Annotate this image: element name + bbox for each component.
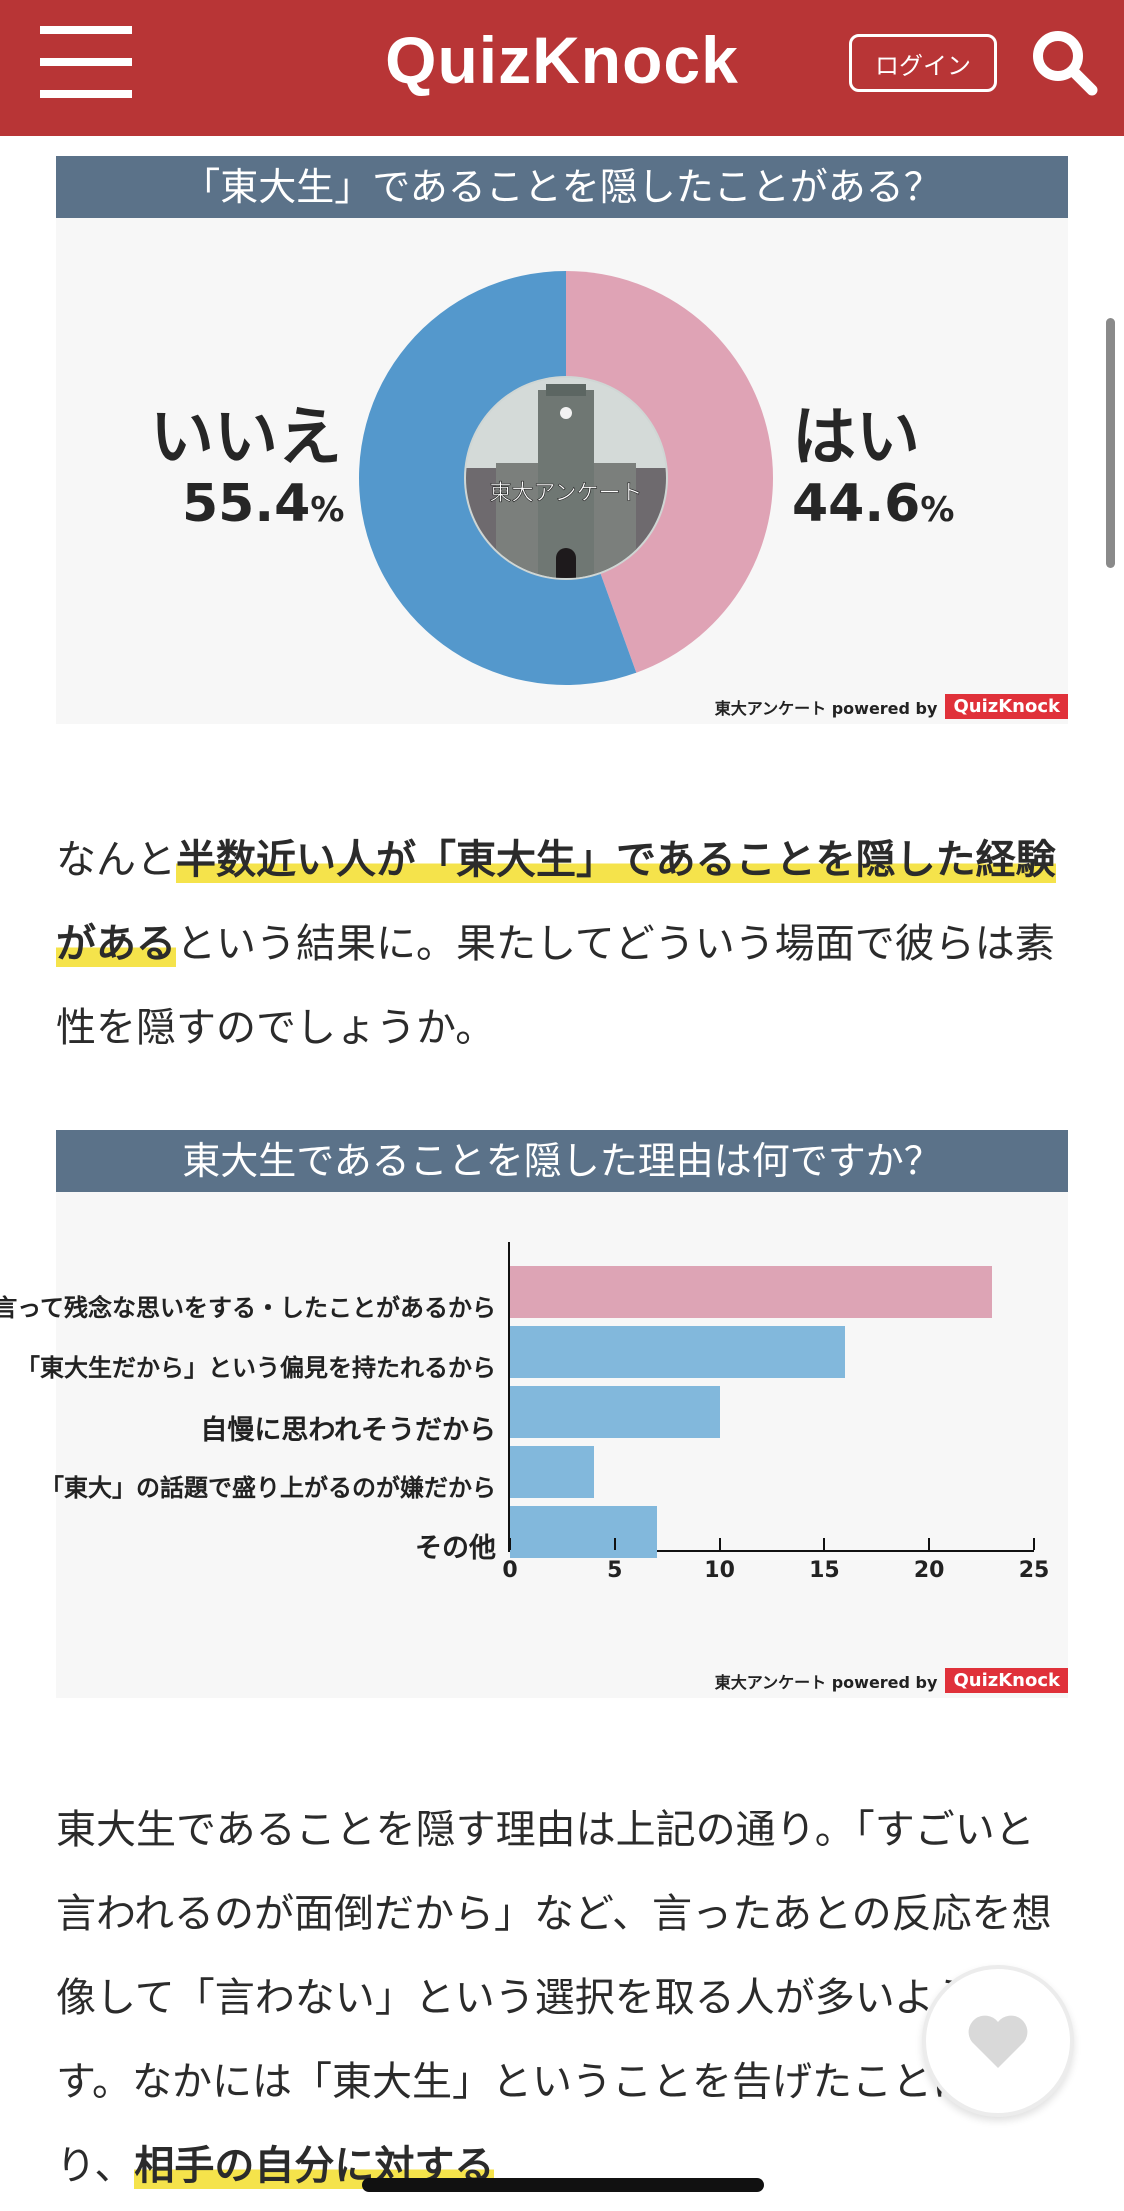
bar-label: 「東大生だから」という偏見を持たれるから bbox=[16, 1354, 496, 1382]
y-axis-line bbox=[508, 1242, 510, 1550]
survey-credit: 東大アンケート powered by QuizKnock bbox=[715, 694, 1068, 719]
bar-label: 言って残念な思いをする・したことがあるから bbox=[0, 1294, 496, 1322]
site-logo[interactable]: QuizKnock bbox=[385, 23, 739, 97]
x-tick-label: 10 bbox=[704, 1558, 735, 1583]
hamburger-icon[interactable] bbox=[40, 26, 132, 98]
yes-label: はい bbox=[792, 401, 920, 475]
heart-icon bbox=[968, 2015, 1028, 2068]
article-paragraph: なんと半数近い人が「東大生」であることを隠した経験があるという結果に。果たしてど… bbox=[56, 837, 1056, 1051]
bar bbox=[510, 1506, 657, 1558]
quizknock-badge: QuizKnock bbox=[945, 1668, 1068, 1693]
x-tick bbox=[928, 1538, 931, 1550]
like-button[interactable] bbox=[922, 1965, 1074, 2117]
donut-chart: 東大アンケート bbox=[359, 271, 774, 685]
bar-chart: 言って残念な思いをする・したことがあるから 「東大生だから」という偏見を持たれる… bbox=[0, 1130, 1068, 1698]
page-scrollbar[interactable] bbox=[1106, 318, 1115, 568]
x-tick-label: 15 bbox=[809, 1558, 840, 1583]
bar-label: 「東大」の話題で盛り上がるのが嫌だから bbox=[40, 1474, 496, 1502]
x-axis-line bbox=[508, 1550, 1034, 1552]
search-icon[interactable] bbox=[1030, 28, 1100, 98]
bar bbox=[510, 1266, 993, 1318]
bar bbox=[510, 1326, 846, 1378]
no-value: 55.4% bbox=[182, 474, 345, 534]
no-label: いいえ bbox=[150, 401, 342, 475]
x-tick bbox=[1033, 1538, 1035, 1550]
x-tick-label: 5 bbox=[607, 1558, 623, 1583]
x-tick-label: 0 bbox=[502, 1558, 518, 1583]
bar-label: 自慢に思われそうだから bbox=[200, 1415, 496, 1446]
bar-label: その他 bbox=[415, 1533, 496, 1564]
login-button[interactable]: ログイン bbox=[849, 34, 997, 92]
home-indicator bbox=[362, 2178, 764, 2192]
x-tick bbox=[823, 1538, 826, 1550]
chart-title: 東大生であることを隠した理由は何ですか？ bbox=[56, 1130, 1068, 1192]
yes-value: 44.6% bbox=[792, 474, 955, 534]
bar bbox=[510, 1446, 594, 1498]
quizknock-badge: QuizKnock bbox=[945, 694, 1068, 719]
x-tick bbox=[509, 1538, 511, 1550]
bar bbox=[510, 1386, 720, 1438]
site-header: QuizKnock ログイン bbox=[0, 0, 1124, 136]
x-tick-label: 20 bbox=[913, 1558, 945, 1583]
bar-chart-card: 東大生であることを隠した理由は何ですか？ 言って残念な思いをする・したことがある… bbox=[0, 1130, 1068, 1698]
x-tick-label: 25 bbox=[1018, 1558, 1050, 1583]
article-paragraph: 東大生であることを隠す理由は上記の通り。「すごいと言われるのが面倒だから」など、… bbox=[56, 1807, 1052, 2189]
highlighted-text: 相手の自分に対する bbox=[134, 2143, 495, 2189]
donut-chart-card: 「東大生」であることを隠したことがある？ いいえ 55.4% はい 44.6% bbox=[56, 156, 1068, 724]
svg-text:東大アンケート: 東大アンケート bbox=[489, 481, 642, 506]
survey-credit: 東大アンケート powered by QuizKnock bbox=[715, 1668, 1068, 1693]
x-tick bbox=[718, 1538, 721, 1550]
chart-title: 「東大生」であることを隠したことがある？ bbox=[56, 156, 1068, 218]
x-tick bbox=[613, 1538, 616, 1550]
